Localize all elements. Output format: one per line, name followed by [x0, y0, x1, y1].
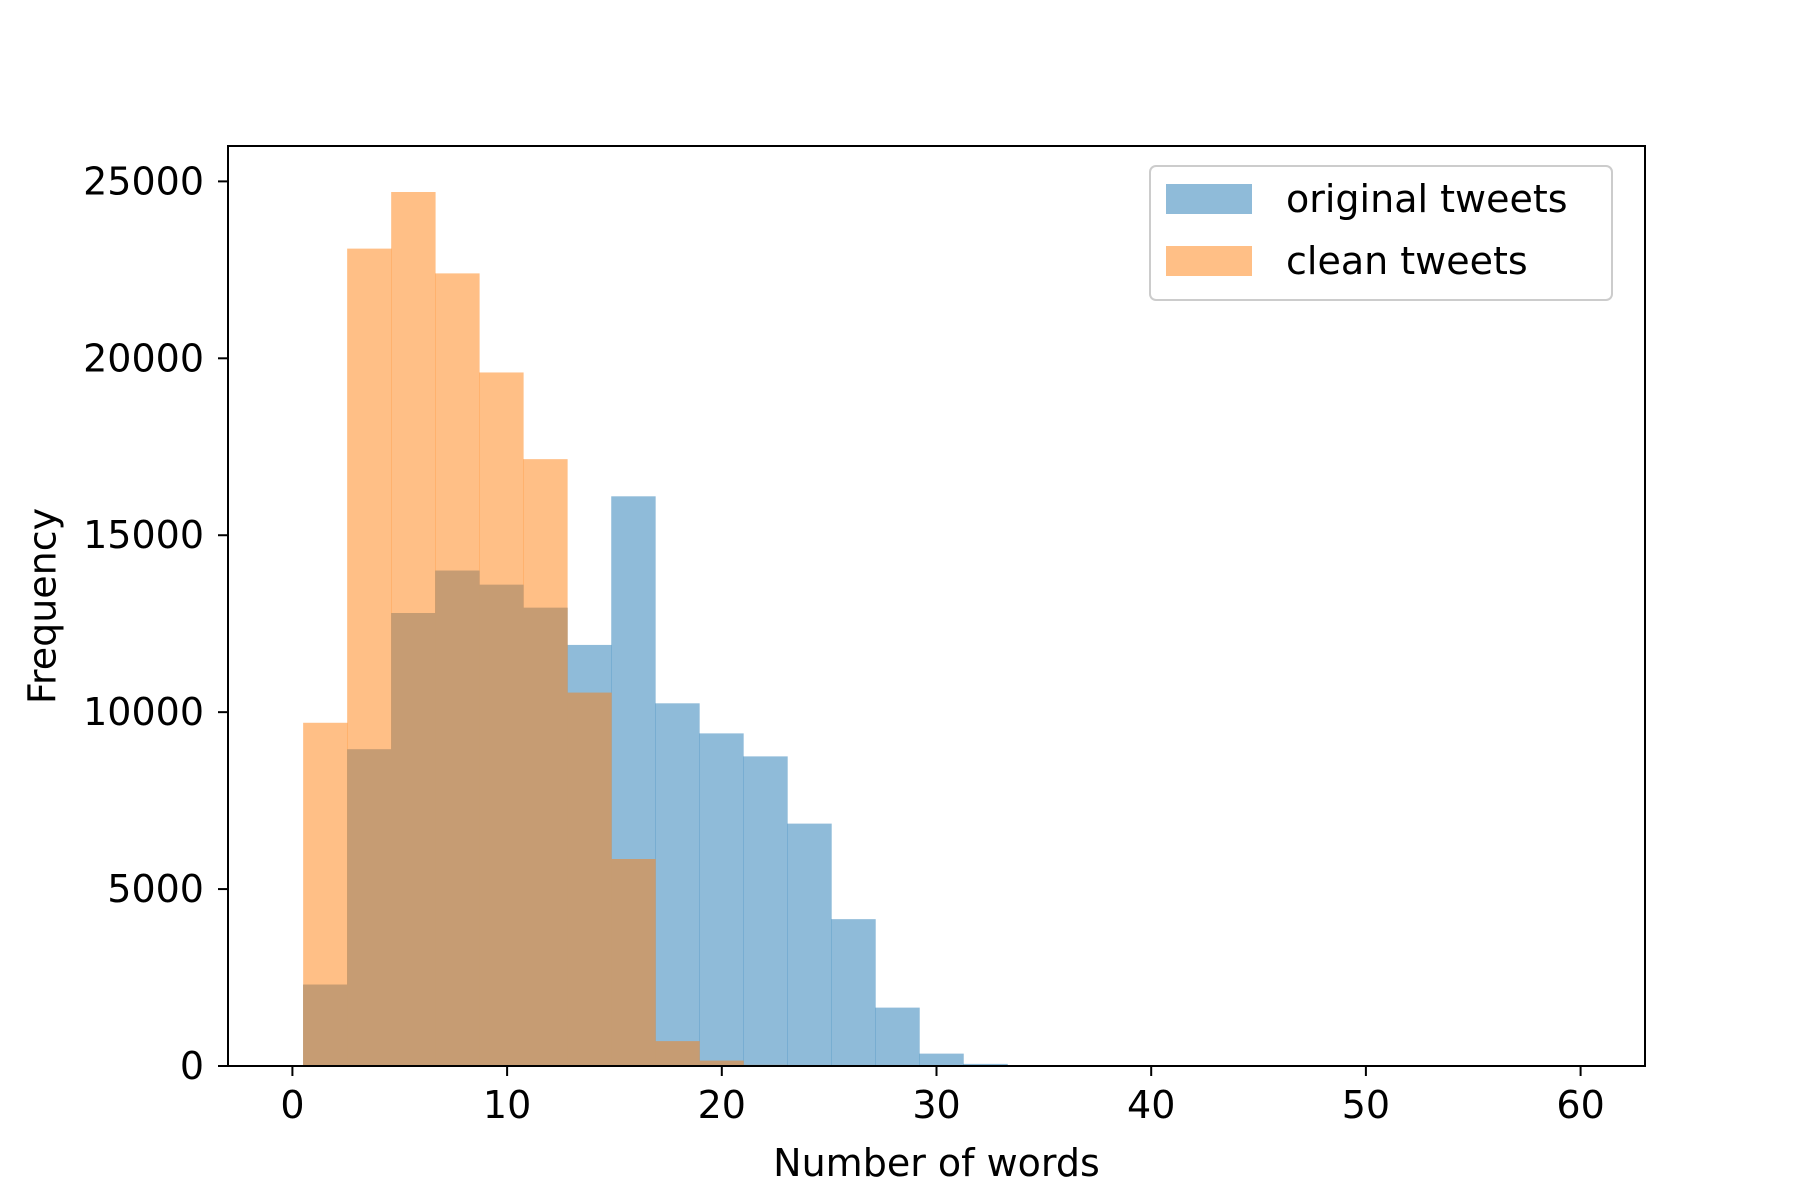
- overlap-bar-9: [699, 1060, 744, 1066]
- y-tick-label: 20000: [83, 336, 204, 380]
- x-axis-label: Number of words: [773, 1141, 1100, 1185]
- legend: original tweets clean tweets: [1149, 165, 1613, 301]
- original-tweets-bar-15: [963, 1063, 1008, 1066]
- original-tweets-bar-9: [699, 733, 744, 1066]
- x-tick-label: 40: [1127, 1083, 1175, 1127]
- y-tick-label: 0: [180, 1044, 204, 1088]
- y-tick-label: 15000: [83, 513, 204, 557]
- overlap-bar-4: [479, 584, 524, 1066]
- overlap-bar-7: [611, 859, 656, 1066]
- legend-swatch-clean-tweets: [1166, 246, 1252, 276]
- y-tick-label: 25000: [83, 159, 204, 203]
- original-tweets-bar-10: [743, 756, 788, 1066]
- overlap-bar-1: [347, 749, 392, 1066]
- original-tweets-bar-14: [919, 1053, 964, 1066]
- x-tick-label: 0: [280, 1083, 304, 1127]
- original-tweets-bar-8: [655, 703, 700, 1066]
- legend-label-clean-tweets: clean tweets: [1286, 239, 1528, 283]
- original-tweets-bar-12: [831, 919, 876, 1066]
- x-tick-label: 10: [483, 1083, 531, 1127]
- x-tick-label: 20: [698, 1083, 746, 1127]
- legend-swatch-original-tweets: [1166, 184, 1252, 214]
- original-tweets-bar-11: [787, 823, 832, 1066]
- y-tick-label: 5000: [107, 867, 204, 911]
- y-axis-ticks: 0 5000 10000 15000 20000 25000: [83, 159, 228, 1088]
- overlap-bar-2: [391, 613, 436, 1066]
- series-overlap-bars: [303, 570, 788, 1066]
- overlap-bar-0: [303, 984, 348, 1066]
- legend-label-original-tweets: original tweets: [1286, 177, 1568, 221]
- plot-frame: [227, 145, 1646, 1067]
- overlap-bar-5: [523, 607, 568, 1066]
- overlap-bar-3: [435, 570, 480, 1066]
- x-tick-label: 50: [1342, 1083, 1390, 1127]
- y-tick-label: 10000: [83, 690, 204, 734]
- x-axis-ticks: 0 10 20 30 40 50 60: [280, 1066, 1605, 1127]
- original-tweets-bar-13: [875, 1007, 920, 1066]
- overlap-bar-8: [655, 1041, 700, 1066]
- y-axis-label: Frequency: [20, 508, 64, 704]
- legend-box: [1149, 165, 1613, 301]
- overlap-bar-6: [567, 692, 612, 1066]
- x-tick-label: 60: [1556, 1083, 1604, 1127]
- x-tick-label: 30: [912, 1083, 960, 1127]
